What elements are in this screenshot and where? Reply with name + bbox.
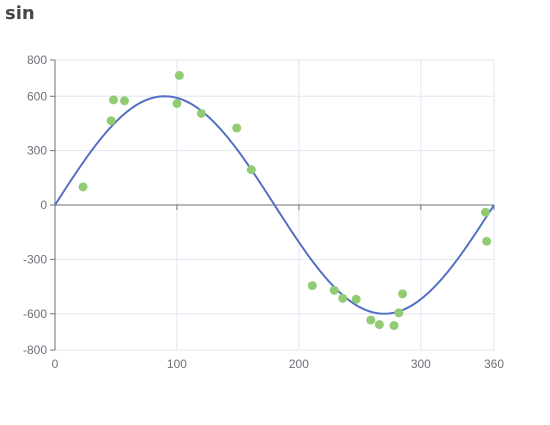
scatter-point [232,123,242,133]
scatter-point [394,308,404,318]
scatter-point [174,70,184,80]
scatter-point [389,321,399,331]
scatter-point [374,320,384,330]
x-tick-label: 300 [411,357,431,371]
scatter-point [482,236,492,246]
scatter-point [120,96,130,106]
scatter-point [351,294,361,304]
scatter-point [398,289,408,299]
scatter-point [78,182,88,192]
chart-title: sin [5,3,35,24]
y-tick-label: -300 [23,252,47,266]
scatter-point [246,165,256,175]
x-tick-label: 360 [484,357,504,371]
y-tick-label: -600 [23,307,47,321]
y-tick-label: 300 [27,144,47,158]
x-tick-label: 100 [167,357,187,371]
scatter-point [480,207,490,217]
scatter-point [109,95,119,105]
sin-curve-line [54,95,495,315]
scatter-point [366,315,376,325]
scatter-point [329,285,339,295]
y-tick-label: 600 [27,89,47,103]
x-tick-label: 200 [289,357,309,371]
scatter-point [172,99,182,108]
scatter-point [338,293,348,303]
y-tick-label: 800 [27,53,47,67]
y-tick-label: 0 [40,198,47,212]
x-tick-label: 0 [52,357,59,371]
scatter-point [196,108,206,118]
scatter-point [106,116,116,126]
y-tick-label: -800 [23,343,47,357]
scatter-point [307,281,317,291]
